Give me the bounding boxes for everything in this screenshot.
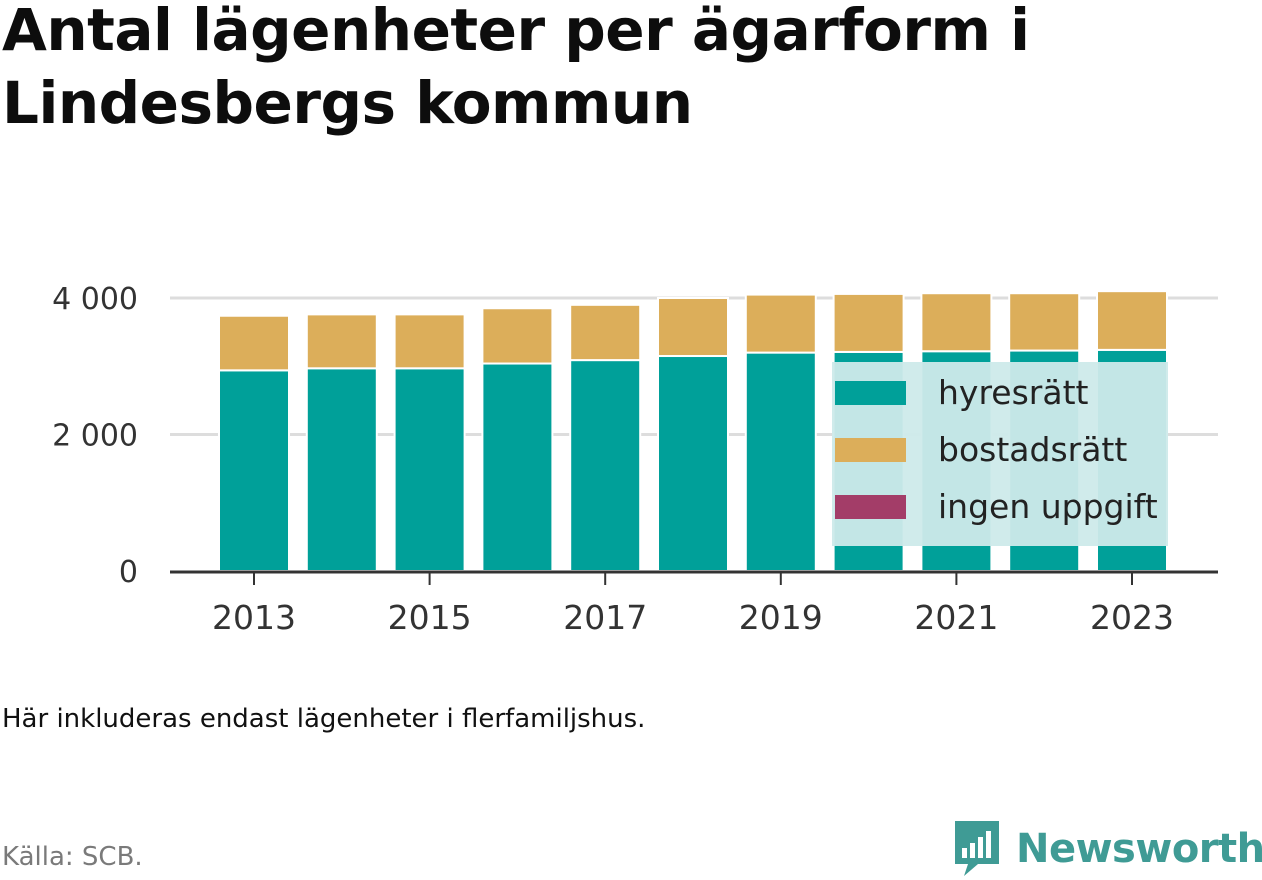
bar-segment-2019-0 [744,351,817,572]
legend-label: ingen uppgift [938,487,1158,526]
bar-segment-2019-1 [744,293,817,354]
x-tick-label: 2015 [388,598,472,637]
bar-segment-2017-1 [569,303,642,362]
legend-swatch [835,381,906,405]
legend-swatch [835,495,906,519]
bar-segment-2016-1 [481,307,554,365]
source-text: Källa: SCB. [2,842,143,872]
bar-segment-2022-1 [1008,292,1081,352]
bar-segment-2014-1 [305,313,378,370]
y-tick-label: 4 000 [52,282,138,317]
newsworthy-logo-icon [955,821,999,876]
x-tick-label: 2019 [739,598,823,637]
bar-segment-2014-0 [305,367,378,572]
legend-label: bostadsrätt [938,430,1127,469]
bar-segment-2023-1 [1096,290,1168,351]
brand-name: Newsworthy [1016,826,1262,872]
x-tick-label: 2023 [1090,598,1174,637]
chart-note: Här inkluderas endast lägenheter i flerf… [2,704,646,734]
chart-title: Antal lägenheter per ägarform i Lindesbe… [2,0,1030,137]
bar-segment-2017-0 [569,359,642,573]
bar-segment-2013-1 [218,314,290,372]
bar-segment-2020-1 [832,292,905,353]
y-tick-label: 2 000 [52,419,138,454]
bar-segment-2021-1 [920,292,993,353]
y-tick-label: 0 [119,555,138,590]
legend-swatch [835,438,906,462]
legend-label: hyresrätt [938,373,1089,412]
bar-segment-2015-0 [393,367,466,572]
axes: 0 2 000 4 000 2013 2015 2017 2019 2021 2023 [52,282,1218,637]
x-tick-label: 2017 [563,598,647,637]
bar-segment-2013-0 [218,369,290,572]
x-tick-label: 2013 [212,598,296,637]
bar-segment-2015-1 [393,313,466,370]
x-tick-label: 2021 [914,598,998,637]
brand-logo: Newsworthy [952,818,1262,880]
bar-segment-2018-1 [657,297,729,358]
legend: hyresrätt bostadsrätt ingen uppgift [832,362,1168,546]
bar-segment-2016-0 [481,362,554,572]
bar-segment-2018-0 [657,355,729,573]
